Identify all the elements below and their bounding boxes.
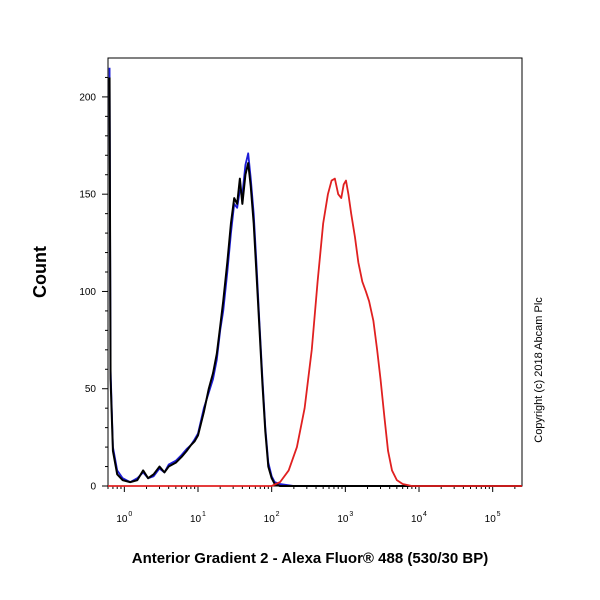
y-tick-label: 150: [79, 190, 96, 201]
x-tick-exponent: 5: [497, 511, 501, 518]
x-tick-base: 10: [411, 514, 423, 525]
series-layer: [108, 67, 522, 487]
x-tick-label: 10 4: [411, 511, 427, 525]
x-tick-exponent: 2: [276, 511, 280, 518]
x-tick-exponent: 4: [423, 511, 427, 518]
y-axis-title: Count: [30, 246, 50, 298]
x-tick-label: 10 5: [485, 511, 501, 525]
x-tick-label: 10 0: [116, 511, 132, 525]
x-tick-base: 10: [190, 514, 202, 525]
x-tick-label: 10 3: [337, 511, 353, 525]
plot-frame: [107, 57, 523, 487]
x-tick-base: 10: [337, 514, 349, 525]
x-tick-exponent: 0: [128, 511, 132, 518]
y-tick-label: 200: [79, 92, 96, 103]
x-tick-label: 10 1: [190, 511, 206, 525]
x-tick-exponent: 3: [349, 511, 353, 518]
y-axis: 0 50 100 150 200: [79, 76, 108, 493]
x-axis-title: Anterior Gradient 2 - Alexa Fluor® 488 (…: [132, 550, 488, 567]
x-tick-exponent: 1: [202, 511, 206, 518]
x-tick-base: 10: [264, 514, 276, 525]
y-tick-label: 0: [90, 482, 96, 493]
y-tick-label: 50: [85, 384, 97, 395]
histogram-series-1: [108, 67, 522, 487]
histogram-series-3: [108, 177, 522, 487]
x-tick-base: 10: [116, 514, 128, 525]
x-tick-base: 10: [485, 514, 497, 525]
y-tick-label: 100: [79, 287, 96, 298]
copyright-notice: Copyright (c) 2018 Abcam Plc: [533, 297, 545, 443]
plot-area: [107, 57, 523, 487]
x-tick-label: 10 2: [264, 511, 280, 525]
histogram-series-2: [108, 77, 522, 487]
x-axis: 10 0 10 1 10 2 10 3 10 4 10 5: [107, 486, 516, 525]
